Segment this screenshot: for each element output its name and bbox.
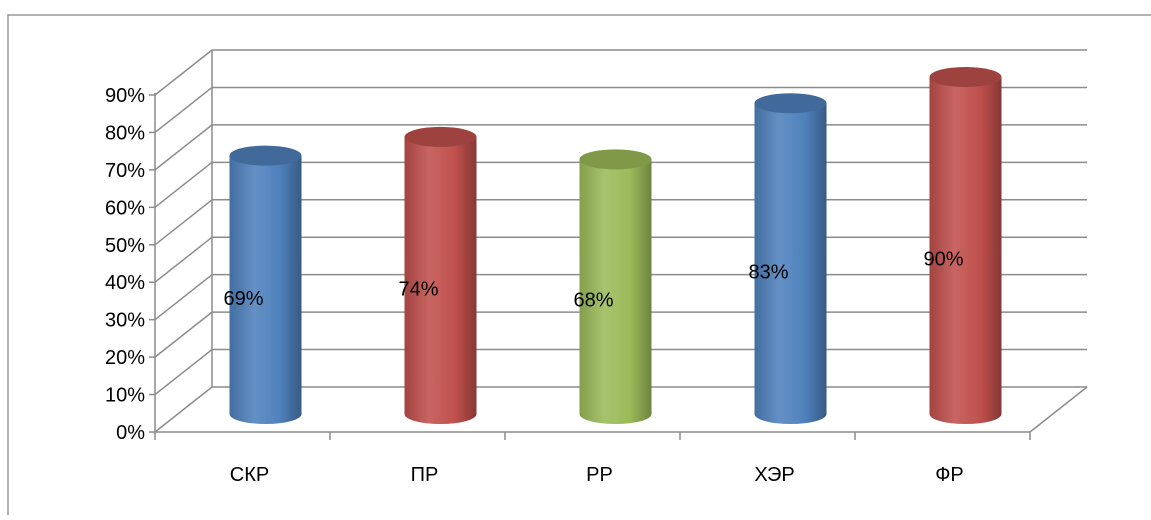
- floor-edge: [1029, 386, 1088, 433]
- bar-layer: [229, 67, 1002, 424]
- bar-top: [229, 145, 302, 166]
- bar-top: [929, 67, 1002, 87]
- x-tick-label: ФР: [935, 464, 964, 486]
- x-tick-label: ХЭР: [754, 464, 794, 486]
- side-gridline: [154, 236, 213, 283]
- axis-layer: 0% 10% 20% 30% 40% 50% 60% 70% 80% 90%: [105, 85, 1031, 444]
- y-tick-label: 70%: [105, 160, 145, 182]
- y-tick-label: 20%: [105, 347, 145, 369]
- x-tick-label: ПР: [411, 464, 439, 486]
- side-gridline: [154, 124, 213, 171]
- bar-body: [229, 155, 302, 424]
- side-gridline: [154, 274, 213, 321]
- side-gridline: [154, 161, 213, 208]
- label-layer: 69% 74% 68% 83% 90% СКР ПР РР ХЭР ФР: [223, 249, 963, 487]
- data-label: 68%: [573, 290, 613, 312]
- bar-body: [404, 136, 477, 424]
- side-gridline: [154, 86, 213, 134]
- side-gridline: [154, 348, 213, 396]
- bar-body: [754, 103, 827, 424]
- y-tick-label: 40%: [105, 272, 145, 294]
- y-tick-label: 10%: [105, 385, 145, 407]
- data-label: 74%: [398, 278, 438, 300]
- data-label: 83%: [748, 262, 788, 284]
- x-tick-label: РР: [586, 464, 613, 486]
- data-label: 69%: [223, 288, 263, 310]
- bar: [229, 145, 302, 424]
- y-tick-label: 0%: [116, 422, 145, 444]
- bar-top: [754, 93, 827, 114]
- side-gridline: [154, 386, 213, 433]
- side-gridline: [154, 311, 213, 358]
- side-gridline: [154, 199, 213, 246]
- bar: [579, 149, 652, 424]
- bar-top: [579, 149, 652, 170]
- data-label: 90%: [923, 249, 963, 271]
- bar: [754, 93, 827, 424]
- bar-top: [404, 126, 477, 147]
- y-tick-label: 80%: [105, 122, 145, 144]
- y-tick-label: 50%: [105, 235, 145, 257]
- x-tick-label: СКР: [230, 464, 269, 486]
- bar-body: [579, 159, 652, 424]
- y-tick-label: 60%: [105, 197, 145, 219]
- bar-body: [929, 77, 1002, 424]
- y-tick-label: 30%: [105, 310, 145, 332]
- bar: [929, 67, 1002, 424]
- bar: [404, 126, 477, 424]
- y-tick-label: 90%: [105, 85, 145, 107]
- side-gridline: [154, 49, 213, 96]
